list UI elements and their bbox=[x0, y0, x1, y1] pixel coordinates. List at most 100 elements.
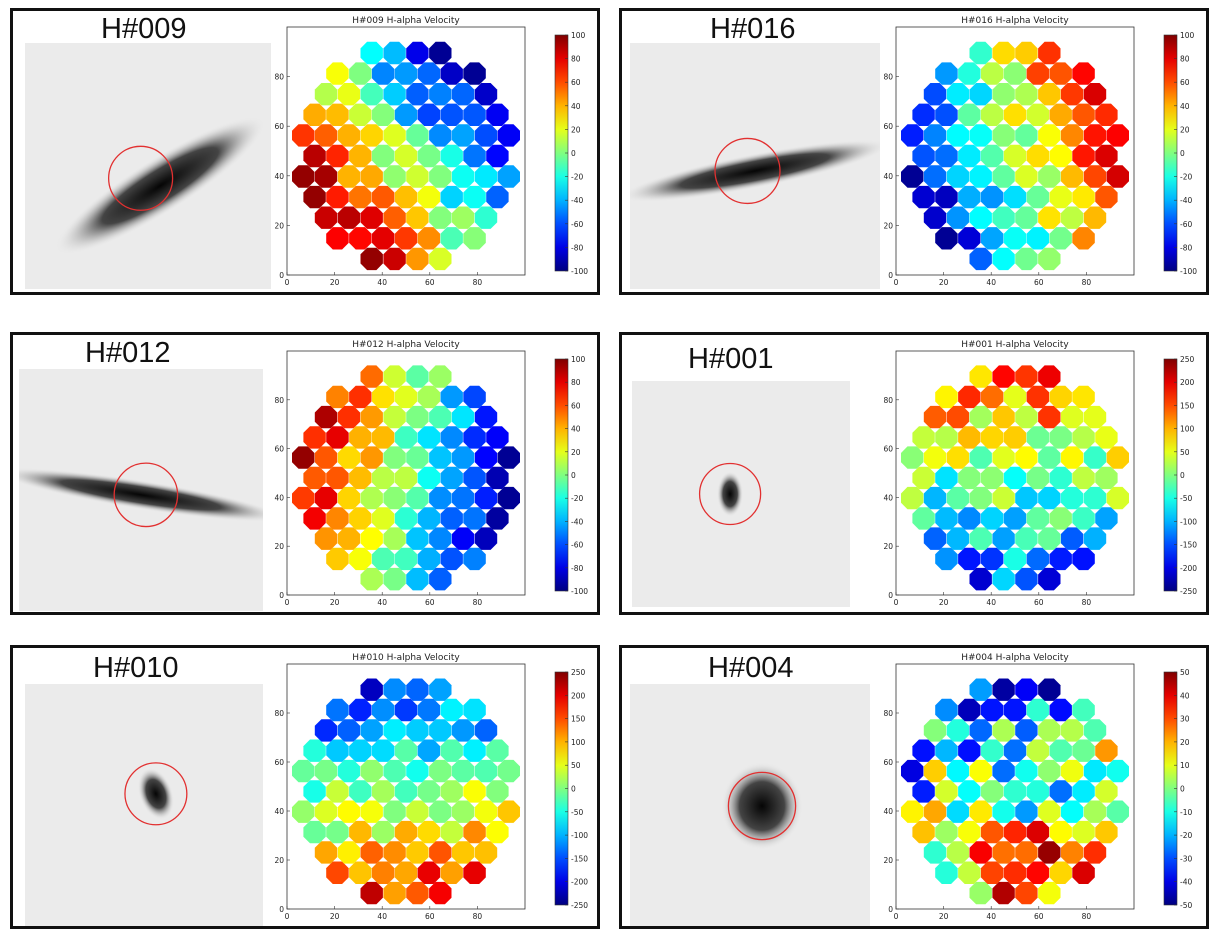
velocity-spaxel bbox=[451, 446, 475, 469]
velocity-spaxel bbox=[1049, 426, 1072, 449]
velocity-spaxel bbox=[1038, 486, 1061, 510]
velocity-spaxel bbox=[1038, 405, 1061, 429]
x-tick-label: 80 bbox=[473, 278, 483, 287]
colorbar-tick-label: 100 bbox=[571, 738, 586, 747]
velocity-spaxel bbox=[371, 780, 395, 803]
colorbar-tick-label: 60 bbox=[571, 401, 581, 410]
x-tick-label: 80 bbox=[1082, 598, 1092, 607]
velocity-spaxel bbox=[383, 247, 406, 271]
velocity-spaxel bbox=[992, 678, 1015, 701]
velocity-spaxel bbox=[440, 698, 463, 722]
velocity-spaxel bbox=[337, 124, 361, 147]
colorbar-tick-label: -100 bbox=[1180, 517, 1197, 526]
velocity-spaxel bbox=[360, 486, 383, 510]
velocity-spaxel bbox=[429, 759, 452, 783]
velocity-spaxel bbox=[394, 385, 418, 409]
y-tick-label: 80 bbox=[274, 396, 284, 405]
velocity-spaxel bbox=[1026, 507, 1050, 530]
velocity-spaxel bbox=[935, 547, 958, 571]
velocity-spaxel bbox=[349, 820, 372, 844]
velocity-spaxel bbox=[451, 486, 475, 510]
velocity-spaxel bbox=[1026, 466, 1050, 490]
velocity-spaxel bbox=[969, 719, 992, 742]
velocity-spaxel bbox=[1072, 507, 1095, 530]
galaxy-label: H#001 bbox=[688, 343, 774, 375]
velocity-spaxel bbox=[1015, 678, 1038, 701]
velocity-spaxel bbox=[1095, 466, 1118, 490]
velocity-spaxel bbox=[1003, 861, 1027, 884]
colorbar-tick-label: 40 bbox=[571, 102, 581, 111]
y-tick-label: 60 bbox=[883, 445, 893, 454]
velocity-spaxel bbox=[463, 385, 486, 409]
colorbar-tick-label: -250 bbox=[571, 901, 588, 910]
velocity-spaxel bbox=[1049, 385, 1072, 409]
velocity-spaxel bbox=[935, 103, 958, 126]
velocity-spaxel bbox=[958, 820, 981, 844]
velocity-spaxel bbox=[923, 800, 947, 823]
colorbar-tick-label: -100 bbox=[1180, 267, 1197, 276]
colorbar-tick-label: 250 bbox=[571, 668, 586, 677]
velocity-spaxel bbox=[463, 820, 486, 844]
colorbar-tick-label: -50 bbox=[571, 808, 583, 817]
velocity-spaxel bbox=[474, 405, 498, 429]
velocity-spaxel bbox=[958, 62, 981, 85]
velocity-spaxel bbox=[1072, 62, 1095, 85]
velocity-spaxel bbox=[326, 185, 349, 209]
velocity-spaxel bbox=[417, 227, 441, 250]
velocity-spaxel bbox=[935, 466, 958, 490]
velocity-spaxel bbox=[360, 446, 383, 469]
velocity-spaxel bbox=[980, 466, 1004, 490]
velocity-spaxel bbox=[383, 719, 406, 742]
velocity-spaxel bbox=[1026, 385, 1050, 409]
velocity-spaxel bbox=[463, 227, 486, 250]
velocity-spaxel bbox=[303, 739, 326, 762]
velocity-spaxel bbox=[417, 739, 441, 762]
velocity-spaxel bbox=[314, 83, 338, 106]
velocity-spaxel bbox=[1095, 185, 1118, 209]
velocity-spaxel bbox=[474, 124, 498, 147]
velocity-spaxel bbox=[923, 527, 947, 550]
colorbar-tick-label: -40 bbox=[1180, 878, 1192, 887]
velocity-spaxel bbox=[337, 206, 361, 229]
velocity-spaxel bbox=[1106, 124, 1129, 147]
velocity-spaxel bbox=[326, 466, 349, 490]
velocity-spaxel bbox=[406, 678, 429, 701]
velocity-spaxel bbox=[326, 861, 349, 884]
velocity-spaxel bbox=[451, 206, 475, 229]
velocity-spaxel bbox=[1049, 62, 1072, 85]
colorbar-tick-label: 0 bbox=[1180, 149, 1185, 158]
velocity-spaxel bbox=[451, 124, 475, 147]
velocity-spaxel bbox=[1083, 124, 1107, 147]
y-tick-label: 60 bbox=[274, 445, 284, 454]
velocity-spaxel bbox=[440, 466, 463, 490]
velocity-spaxel bbox=[1060, 124, 1084, 147]
colorbar-tick-label: -60 bbox=[1180, 220, 1192, 229]
velocity-spaxel bbox=[394, 103, 418, 126]
y-tick-label: 60 bbox=[883, 122, 893, 131]
velocity-spaxel bbox=[1072, 185, 1095, 209]
velocity-spaxel bbox=[1083, 446, 1107, 469]
velocity-spaxel bbox=[303, 144, 326, 168]
velocity-spaxel bbox=[371, 144, 395, 168]
velocity-spaxel bbox=[958, 426, 981, 449]
velocity-spaxel bbox=[326, 385, 349, 409]
velocity-spaxel bbox=[360, 719, 383, 742]
velocity-spaxel bbox=[923, 124, 947, 147]
velocity-spaxel bbox=[371, 385, 395, 409]
velocity-spaxel bbox=[958, 739, 981, 762]
velocity-spaxel bbox=[360, 124, 383, 147]
velocity-spaxel bbox=[337, 405, 361, 429]
velocity-spaxel bbox=[429, 719, 452, 742]
velocity-spaxel bbox=[912, 185, 935, 209]
y-tick-label: 40 bbox=[883, 172, 893, 181]
x-tick-label: 60 bbox=[1034, 912, 1044, 921]
velocity-spaxel bbox=[1106, 800, 1129, 823]
velocity-spaxel bbox=[417, 780, 441, 803]
velocity-spaxel bbox=[946, 527, 970, 550]
x-tick-label: 0 bbox=[285, 278, 290, 287]
velocity-spaxel bbox=[912, 103, 935, 126]
x-tick-label: 60 bbox=[1034, 598, 1044, 607]
velocity-spaxel bbox=[406, 247, 429, 271]
velocity-spaxel bbox=[371, 820, 395, 844]
velocity-spaxel bbox=[371, 861, 395, 884]
